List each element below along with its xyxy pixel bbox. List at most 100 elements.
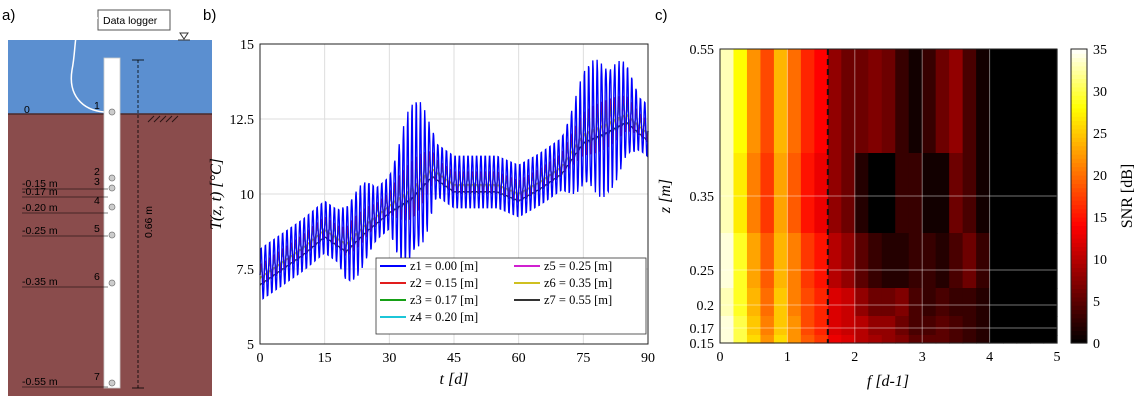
heatmap-cell [720,233,735,289]
colorbar-segment [1071,183,1087,189]
temperature-series [259,59,649,300]
x-tick-label: 60 [512,351,526,366]
heatmap-cell [854,49,869,154]
heatmap-cell [1030,316,1045,336]
heatmap-cell [949,49,964,154]
heatmap-cell [868,49,883,154]
colorbar-segment [1071,137,1087,142]
heatmap-cell [746,316,762,336]
heatmap-cell [760,335,775,344]
colorbar-segment [1071,313,1087,319]
y-axis-label-b: T(z, t) [°C] [208,158,225,230]
colorbar-segment [1071,242,1087,247]
heatmap-cell [935,153,950,234]
heatmap-cell [976,288,991,317]
heatmap-cell [989,335,1004,344]
colorbar-tick-label: 0 [1093,337,1100,352]
x-axis-label-b: t [d] [440,371,469,388]
heatmap-cell [922,49,937,154]
y-tick-label: 12.5 [230,113,255,128]
length-label: 0.66 m [143,206,155,238]
colorbar-segment [1071,305,1087,310]
heatmap-cell [922,335,937,344]
heatmap-cell [1043,288,1058,317]
heatmap-cell [760,316,775,336]
legend-entry: z4 = 0.20 [m] [410,310,478,324]
depth-label: -0.17 m [22,186,58,198]
colorbar-segment [1071,158,1087,163]
heatmap-cell [733,335,748,344]
y-tick-label: 10 [240,188,254,203]
heatmap-cell [1003,316,1018,336]
heatmap-cell [962,233,977,289]
panel-c-snr-heatmap: c) 0 1 2 3 4 5 0.55 0.35 0.25 0.2 0.170.15 f [d-1]… [655,7,1136,390]
heatmap-cell [1043,316,1058,336]
colorbar-tick-label: 30 [1093,85,1107,100]
heatmap-cell [1030,335,1045,344]
heatmap-cell [1016,335,1031,344]
heatmap-cell [962,316,977,336]
heatmap-cell [746,233,762,289]
x-tick-label: 3 [919,350,926,365]
y-tick-label: 0.2 [697,299,715,314]
heatmap-cell [1030,233,1045,289]
heatmap-cell [922,153,937,234]
sensor-dot [108,174,116,182]
sediment-hatch-icon [147,115,179,123]
colorbar-segment [1071,317,1087,323]
colorbar-label-text: SNR [dB] [1119,164,1136,228]
heatmap-cell [773,288,788,317]
y-axis-label-c: z [m] [657,179,674,214]
sensor-number: 6 [94,271,100,283]
heatmap-cell [854,316,869,336]
colorbar-segment [1071,200,1087,205]
heatmap-cell [827,316,842,336]
x-tick-label: 4 [986,350,993,365]
legend-entry: z7 = 0.55 [m] [544,293,612,307]
sensor-dot [108,108,116,116]
colorbar-segment [1071,49,1087,54]
heatmap-cell [949,316,964,336]
colorbar-tick-label: 5 [1093,295,1100,310]
heatmap-cell [949,233,964,289]
colorbar-segment [1071,82,1087,88]
heatmap-cell [895,316,910,336]
heatmap-cell [989,288,1004,317]
series-line-z1 [259,59,649,300]
heatmap-cell [1016,153,1031,234]
heatmap-cell [827,288,842,317]
heatmap-cell [908,335,923,344]
colorbar-segment [1071,254,1087,260]
legend-box-b [375,257,647,335]
heatmap-cell [787,153,802,234]
heatmap-cell [800,335,815,344]
logger-cable [70,17,105,113]
colorbar-segment [1071,212,1087,218]
colorbar-segment [1071,296,1087,302]
colorbar-segment [1071,162,1087,168]
colorbar-segment [1071,133,1087,138]
colorbar-segment [1071,99,1087,105]
ticks-c: 0 1 2 3 4 5 0.55 0.35 0.25 0.2 0.170.15 [690,43,1061,365]
colorbar-segment [1071,116,1087,121]
heatmap-cell [868,153,883,234]
heatmap-cell [746,288,762,317]
heatmap-cell [1043,335,1058,344]
sensor-number: 2 [94,166,100,178]
heatmap-cell [1030,288,1045,317]
heatmap-cell [976,316,991,336]
x-tick-label: 0 [717,350,724,365]
heatmap-cell [773,316,788,336]
heatmap-cell [881,153,896,234]
colorbar-segment [1071,70,1087,75]
y-tick-label: 0.55 [690,43,715,58]
surface-zero-label: 0 [24,104,30,116]
colorbar-segment [1071,187,1087,193]
heatmap-cell [949,335,964,344]
axes-frame-c [719,48,1058,344]
colorbar-segment [1071,149,1087,155]
y-axis-label-c-text: z [m] [657,179,674,214]
heatmap-cell [841,316,856,336]
